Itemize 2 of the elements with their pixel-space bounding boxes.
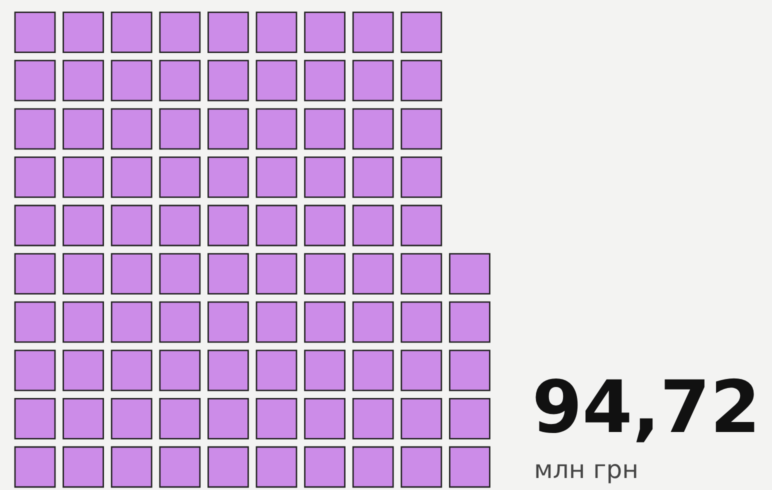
data-label: 94,72: [536, 378, 754, 442]
text: млн грн: [536, 464, 636, 484]
